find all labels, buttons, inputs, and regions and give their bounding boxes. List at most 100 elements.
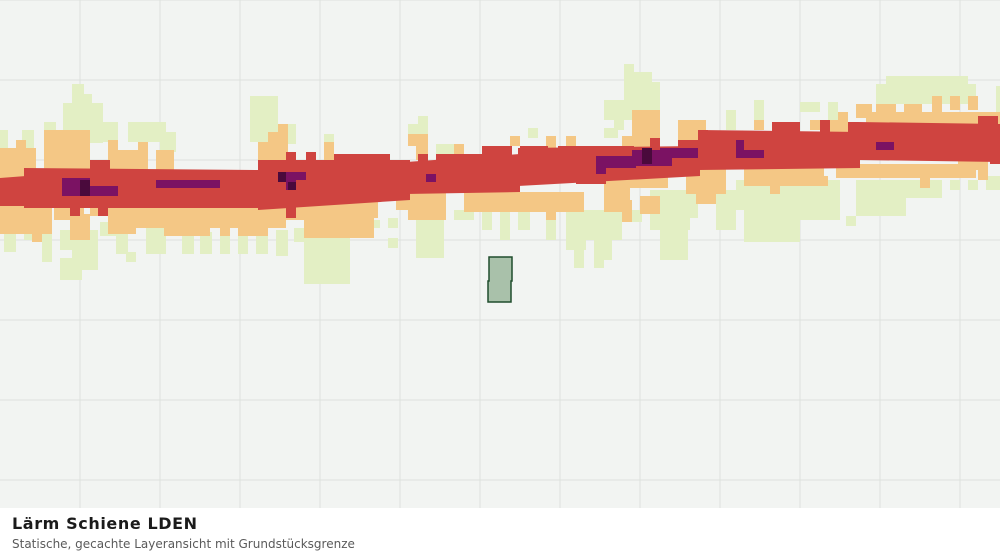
noise-cell-lowest xyxy=(754,100,764,126)
noise-cell-lowest xyxy=(146,222,166,254)
noise-corridor xyxy=(258,160,410,210)
noise-cell-low xyxy=(368,200,378,218)
noise-cell-lowest xyxy=(594,230,612,260)
noise-cell-low xyxy=(932,96,942,116)
noise-band-highest xyxy=(80,148,652,196)
noise-cell-high xyxy=(660,148,698,158)
noise-cell-lowest xyxy=(528,128,538,138)
noise-cell-mid xyxy=(98,204,108,216)
noise-cell-low xyxy=(138,142,148,154)
noise-cell-lowest xyxy=(986,176,1000,190)
noise-cell-low xyxy=(278,124,288,136)
noise-corridor xyxy=(0,176,26,206)
noise-cell-lowest xyxy=(388,238,398,248)
map-view[interactable] xyxy=(0,0,1000,508)
noise-cell-low xyxy=(258,142,288,164)
noise-cell-lowest xyxy=(42,232,52,262)
noise-cell-lowest xyxy=(886,76,968,90)
noise-cell-lowest xyxy=(370,220,380,228)
noise-cell-lowest xyxy=(72,84,84,104)
noise-cell-low xyxy=(70,214,90,240)
noise-cell-low xyxy=(32,228,42,242)
noise-cell-mid xyxy=(772,122,800,134)
noise-cell-lowest xyxy=(454,210,474,220)
noise-cell-lowest xyxy=(632,210,642,222)
noise-cell-lowest xyxy=(126,252,136,262)
noise-cell-lowest xyxy=(436,144,454,156)
noise-cell-low xyxy=(464,192,584,212)
noise-cell-lowest xyxy=(256,232,268,254)
noise-cell-lowest xyxy=(660,230,688,260)
noise-cell-lowest xyxy=(716,190,736,230)
noise-corridor xyxy=(858,122,1000,162)
noise-cell-lowest xyxy=(238,232,248,254)
noise-cell-low xyxy=(546,206,556,220)
noise-cell-highest xyxy=(278,172,286,182)
noise-cell-lowest xyxy=(286,124,296,144)
noise-cell-high xyxy=(736,150,764,158)
noise-cell-lowest xyxy=(546,210,556,240)
noise-cell-mid xyxy=(482,146,512,158)
layer-title: Lärm Schiene LDEN xyxy=(12,514,198,533)
noise-cell-mid xyxy=(286,152,296,164)
noise-cell-mid xyxy=(436,154,482,164)
noise-cell-lowest xyxy=(996,86,1000,126)
noise-cell-lowest xyxy=(160,132,176,152)
parcel-boundary[interactable] xyxy=(487,256,513,303)
noise-cell-lowest xyxy=(82,94,92,106)
noise-cell-high xyxy=(426,174,436,182)
noise-cell-mid xyxy=(418,154,428,164)
map-caption: Lärm Schiene LDEN Statische, gecachte La… xyxy=(0,508,1000,560)
noise-cell-lowest xyxy=(388,218,398,228)
noise-cell-lowest xyxy=(828,102,838,122)
noise-cell-highest xyxy=(80,180,90,196)
noise-corridor xyxy=(24,168,260,208)
noise-cell-mid xyxy=(678,140,698,150)
noise-cell-mid xyxy=(70,204,80,216)
noise-cell-low xyxy=(838,112,848,124)
noise-cell-low xyxy=(920,170,930,188)
noise-cell-lowest xyxy=(950,180,960,190)
noise-cell-low xyxy=(696,186,716,204)
noise-cell-mid xyxy=(286,206,296,218)
noise-cell-high xyxy=(156,180,220,188)
noise-cell-lowest xyxy=(574,240,584,268)
noise-cell-low xyxy=(640,196,660,214)
noise-cell-low xyxy=(978,170,988,180)
noise-cell-lowest xyxy=(200,232,212,254)
noise-cell-low xyxy=(950,96,960,110)
noise-cell-high xyxy=(736,140,744,150)
noise-cell-lowest xyxy=(482,210,492,230)
noise-cell-low xyxy=(770,180,780,194)
noise-cell-low xyxy=(156,150,174,170)
noise-cell-low xyxy=(408,134,428,146)
noise-cell-lowest xyxy=(418,116,428,128)
noise-cell-low xyxy=(810,120,820,130)
noise-cell-high xyxy=(90,186,118,196)
noise-cell-mid xyxy=(650,138,660,150)
noise-cell-low xyxy=(510,136,520,146)
noise-cell-low xyxy=(836,164,976,178)
noise-cell-low xyxy=(454,144,464,154)
noise-cell-mid xyxy=(632,164,668,176)
noise-cell-lowest xyxy=(220,232,230,254)
noise-cell-lowest xyxy=(276,230,288,256)
noise-cell-lowest xyxy=(800,102,820,112)
noise-map-canvas[interactable] xyxy=(0,0,1000,508)
noise-cell-low xyxy=(546,136,556,154)
noise-cell-lowest xyxy=(846,216,856,226)
noise-cell-lowest xyxy=(968,180,978,190)
layer-subtitle: Statische, gecachte Layeransicht mit Gru… xyxy=(12,537,355,551)
noise-cell-lowest xyxy=(726,110,736,130)
noise-cell-lowest xyxy=(604,128,618,138)
noise-cell-low xyxy=(622,200,632,222)
noise-cell-low xyxy=(16,140,26,152)
noise-cell-low xyxy=(304,200,374,238)
noise-cell-mid xyxy=(90,160,110,172)
noise-cell-mid xyxy=(558,146,634,158)
noise-cell-high xyxy=(596,164,606,174)
noise-cell-mid xyxy=(848,122,858,134)
noise-cell-lowest xyxy=(96,122,118,142)
noise-cell-high xyxy=(278,172,306,180)
noise-corridor xyxy=(406,154,520,194)
